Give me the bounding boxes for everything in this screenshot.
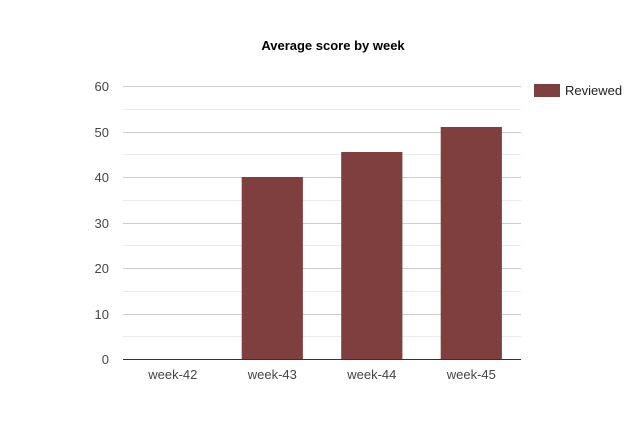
legend: Reviewed xyxy=(534,83,622,98)
y-tick-label: 0 xyxy=(102,352,109,367)
bar-week-45 xyxy=(440,127,502,359)
legend-swatch xyxy=(534,84,560,97)
x-tick-label: week-42 xyxy=(147,367,197,382)
y-tick-label: 30 xyxy=(95,216,109,231)
y-tick-label: 50 xyxy=(95,125,109,140)
y-axis-tick-labels: 0 10 20 30 40 50 60 xyxy=(95,79,109,367)
bars xyxy=(241,127,502,359)
x-tick-label: week-43 xyxy=(247,367,297,382)
y-tick-label: 60 xyxy=(95,79,109,94)
bar-week-43 xyxy=(241,177,303,359)
x-tick-label: week-44 xyxy=(346,367,396,382)
x-tick-label: week-45 xyxy=(446,367,496,382)
x-axis-tick-labels: week-42 week-43 week-44 week-45 xyxy=(147,367,496,382)
bar-week-44 xyxy=(341,152,403,359)
y-tick-label: 10 xyxy=(95,307,109,322)
chart-title: Average score by week xyxy=(261,38,405,53)
y-tick-label: 20 xyxy=(95,261,109,276)
y-tick-label: 40 xyxy=(95,170,109,185)
legend-label: Reviewed xyxy=(565,83,622,98)
